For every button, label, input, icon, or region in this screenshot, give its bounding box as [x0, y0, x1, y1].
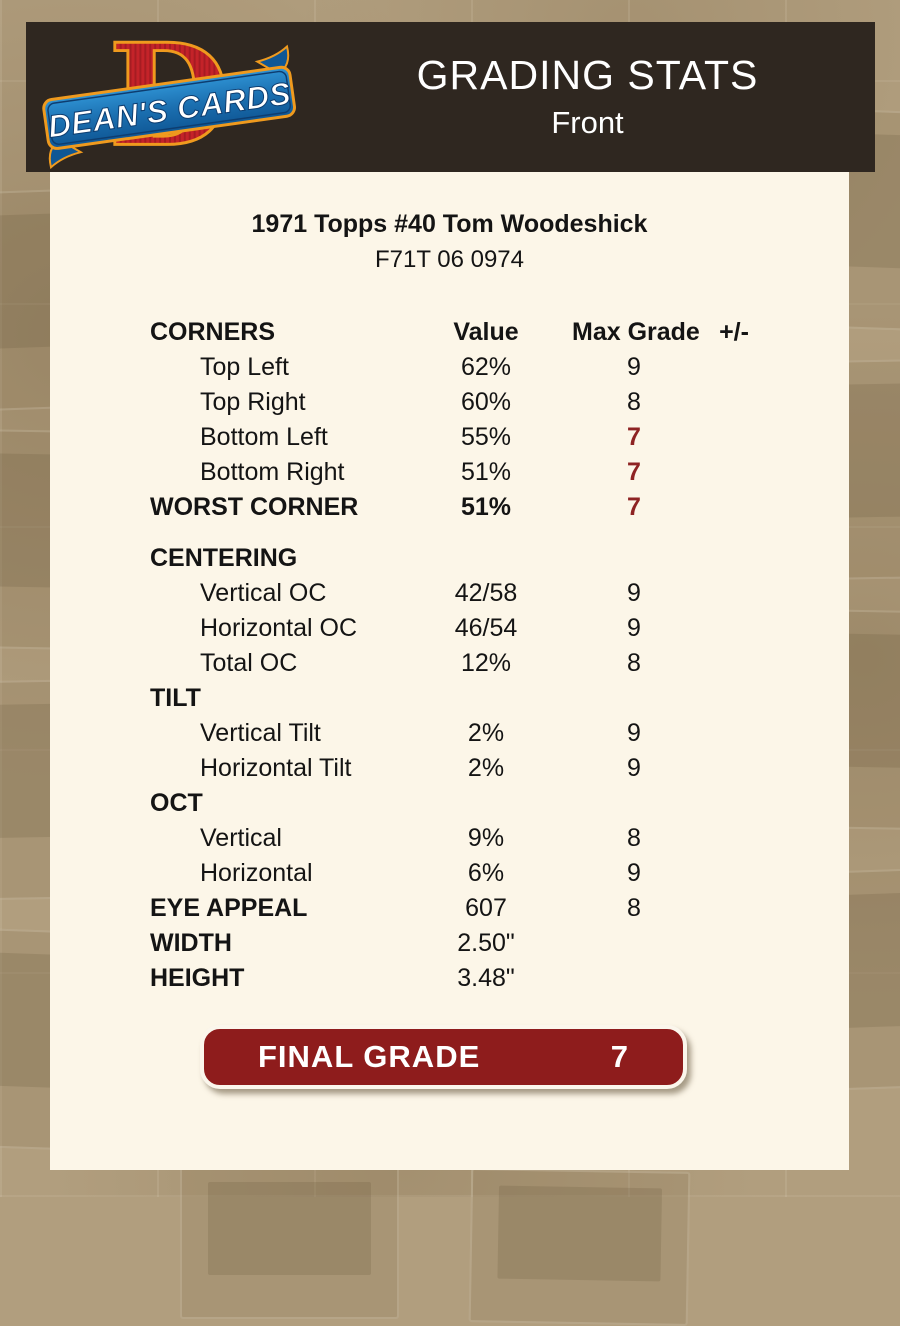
header-bar: D DEAN'S CARDS GRADING STATS Front	[26, 22, 875, 172]
table-row: Total OC 12% 8	[150, 646, 810, 681]
header-titles: GRADING STATS Front	[316, 22, 859, 172]
table-row: Horizontal OC 46/54 9	[150, 611, 810, 646]
row-label: Top Right	[200, 388, 306, 416]
table-row: EYE APPEAL 607 8	[150, 891, 810, 926]
background-card	[468, 1168, 691, 1326]
table-row: Bottom Left 55% 7	[150, 420, 810, 455]
table-row: OCT	[150, 786, 810, 821]
stats-rows: Top Left 62% 9 Top Right 60% 8 Bottom Left 55% 7…	[150, 350, 810, 996]
column-header-max-grade: Max Grade	[572, 318, 700, 346]
grading-table: CORNERS Value Max Grade +/- Top Left 62% 9…	[150, 315, 810, 996]
row-grade: 9	[627, 579, 641, 607]
row-value: 2%	[467, 754, 505, 782]
table-row: Horizontal 6% 9	[150, 856, 810, 891]
row-label: OCT	[150, 789, 203, 817]
table-row: Horizontal Tilt 2% 9	[150, 751, 810, 786]
row-grade: 9	[627, 754, 641, 782]
row-label: Bottom Right	[200, 458, 345, 486]
row-label: CENTERING	[150, 544, 298, 572]
page-subtitle: Front	[551, 104, 624, 140]
row-grade: 9	[627, 353, 641, 381]
table-row: WORST CORNER 51% 7	[150, 490, 810, 525]
card-title: 1971 Topps #40 Tom Woodeshick	[251, 210, 648, 238]
table-row: Vertical 9% 8	[150, 821, 810, 856]
column-header-value: Value	[453, 318, 519, 346]
row-grade: 9	[627, 859, 641, 887]
row-value: 55%	[460, 423, 512, 451]
table-row: CENTERING	[150, 541, 810, 576]
column-header-corners: CORNERS	[150, 318, 276, 346]
row-value: 2%	[467, 719, 505, 747]
row-grade: 9	[627, 719, 641, 747]
table-row: Vertical Tilt 2% 9	[150, 716, 810, 751]
row-label: Horizontal OC	[200, 614, 357, 642]
table-row: Bottom Right 51% 7	[150, 455, 810, 490]
row-value: 46/54	[454, 614, 518, 642]
row-value: 60%	[460, 388, 512, 416]
row-value: 9%	[467, 824, 505, 852]
row-grade: 9	[627, 614, 641, 642]
row-label: Vertical Tilt	[200, 719, 321, 747]
row-label: EYE APPEAL	[150, 894, 308, 922]
row-value: 51%	[460, 458, 512, 486]
table-row: TILT	[150, 681, 810, 716]
row-label: Vertical	[200, 824, 282, 852]
row-label: Total OC	[200, 649, 298, 677]
row-value: 12%	[460, 649, 512, 677]
row-value: 42/58	[454, 579, 518, 607]
table-row: HEIGHT 3.48"	[150, 961, 810, 996]
row-label: WORST CORNER	[150, 493, 359, 521]
row-label: Horizontal	[200, 859, 313, 887]
row-grade: 7	[627, 493, 641, 521]
table-row: Top Left 62% 9	[150, 350, 810, 385]
final-grade-label: FINAL GRADE	[258, 1039, 481, 1074]
row-grade: 8	[627, 649, 641, 677]
column-header-plus-minus: +/-	[719, 318, 749, 346]
row-label: Top Left	[200, 353, 289, 381]
row-label: Horizontal Tilt	[200, 754, 352, 782]
table-row: Top Right 60% 8	[150, 385, 810, 420]
final-grade-value: 7	[610, 1039, 629, 1074]
row-grade: 7	[627, 458, 641, 486]
report-panel: 1971 Topps #40 Tom Woodeshick F71T 06 09…	[50, 172, 849, 1170]
row-value: 607	[465, 894, 507, 922]
row-grade: 8	[627, 894, 641, 922]
table-row: Vertical OC 42/58 9	[150, 576, 810, 611]
row-label: Vertical OC	[200, 579, 327, 607]
row-label: Bottom Left	[200, 423, 328, 451]
row-grade: 7	[627, 423, 641, 451]
row-label: TILT	[150, 684, 201, 712]
row-value: 62%	[460, 353, 512, 381]
row-grade: 8	[627, 388, 641, 416]
final-grade-badge: FINAL GRADE 7	[200, 1025, 687, 1089]
background-card	[180, 1165, 399, 1319]
card-serial-number: F71T 06 0974	[374, 246, 524, 273]
page-title: GRADING STATS	[416, 52, 759, 99]
row-label: HEIGHT	[150, 964, 245, 992]
row-value: 6%	[467, 859, 505, 887]
row-value: 51%	[460, 493, 512, 521]
table-row: WIDTH 2.50"	[150, 926, 810, 961]
deans-cards-logo[interactable]: D DEAN'S CARDS	[40, 26, 298, 172]
row-label: WIDTH	[150, 929, 232, 957]
row-grade: 8	[627, 824, 641, 852]
table-header-row: CORNERS Value Max Grade +/-	[150, 315, 810, 350]
row-value: 3.48"	[457, 964, 515, 992]
row-value: 2.50"	[457, 929, 515, 957]
